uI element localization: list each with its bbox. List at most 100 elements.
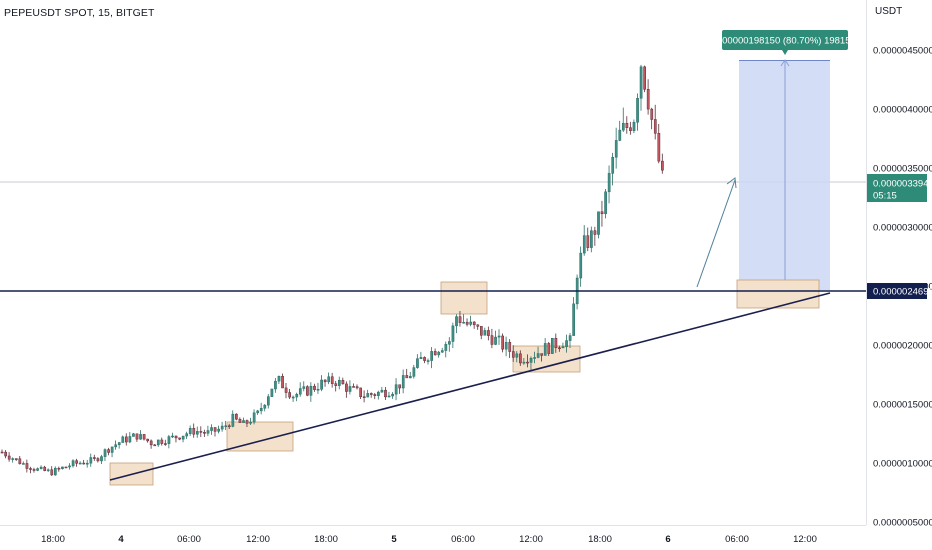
candle-body [490, 335, 494, 345]
candle-body [206, 430, 210, 434]
candle-body [632, 122, 636, 131]
candle-body [369, 393, 373, 395]
candle-body [267, 396, 270, 406]
trend-line[interactable] [109, 292, 831, 481]
candle-body [614, 140, 618, 158]
price-tick-label: 0.00000050000 [873, 518, 932, 529]
demand-zone-3[interactable] [440, 281, 488, 315]
candle-body [398, 384, 402, 389]
level-price-text: 0.00000246970 [873, 287, 932, 298]
candle-body [316, 389, 320, 391]
candle-body [46, 469, 50, 472]
candle-body [256, 410, 260, 414]
candle-body [540, 353, 544, 356]
candle-body [409, 376, 412, 379]
candle-body [199, 431, 203, 433]
candle-body [597, 211, 600, 235]
candle-body [160, 439, 164, 444]
candle-body [554, 337, 558, 349]
candle-body [590, 230, 593, 248]
candle-body [391, 393, 394, 397]
candle-body [483, 330, 487, 336]
candle-body [504, 342, 508, 350]
candle-body [128, 436, 132, 443]
candle-body [366, 393, 370, 398]
candle-body [380, 389, 384, 393]
candle-body [167, 436, 171, 444]
candle-body [171, 435, 174, 438]
candle-body [394, 384, 398, 395]
candle-body [32, 469, 36, 471]
candle-body [249, 421, 252, 424]
candle-body [653, 119, 657, 134]
candle-body [110, 446, 114, 453]
candle-body [313, 385, 316, 390]
candle-body [153, 444, 157, 447]
candle-body [25, 463, 29, 469]
current-price-tag: 0.00000339446 05:15 [867, 174, 932, 202]
candle-body [508, 342, 512, 352]
candle-body [327, 376, 331, 383]
candle-body [164, 443, 167, 445]
time-tick-label: 6 [665, 534, 670, 545]
measure-label-text: 0.00000198150 (80.70%) 198150 [714, 36, 856, 47]
projection-arrow-line[interactable] [696, 179, 736, 288]
time-tick-label: 06:00 [451, 534, 475, 545]
time-tick-label: 12:00 [519, 534, 543, 545]
time-tick-label: 18:00 [41, 534, 65, 545]
candle-body [89, 457, 93, 464]
candle-body [107, 449, 110, 453]
candle-body [252, 412, 256, 423]
candle-body [629, 127, 632, 131]
demand-zone-5[interactable] [736, 279, 820, 309]
candle-body [263, 404, 267, 409]
candle-body [480, 326, 483, 336]
candle-body [611, 156, 615, 174]
time-axis: 18:00 4 06:00 12:00 18:00 5 06:00 12:00 18:00 6 06… [41, 534, 817, 545]
candle-body [558, 347, 561, 350]
candle-body [533, 357, 536, 359]
candle-body [330, 376, 334, 384]
candle-body [270, 388, 274, 397]
candle-body [419, 357, 423, 359]
candle-body [515, 353, 519, 358]
candle-body [4, 451, 8, 457]
candle-body [61, 466, 64, 469]
candle-body [18, 458, 22, 465]
candle-body [85, 462, 89, 465]
measure-arrow-icon [780, 59, 790, 67]
candle-body [139, 434, 142, 440]
time-tick-label: 06:00 [177, 534, 201, 545]
candle-body [93, 457, 96, 459]
candle-body [423, 357, 426, 361]
candle-body [618, 129, 622, 141]
candle-body [135, 433, 139, 440]
candle-body [36, 468, 39, 471]
projection-arrowhead-icon [726, 177, 737, 189]
candle-body [412, 367, 416, 377]
candle-body [192, 428, 196, 435]
candle-body [203, 432, 206, 434]
candle-body [142, 434, 146, 440]
candle-body [245, 420, 249, 424]
candle-body [494, 336, 497, 345]
candle-body [29, 468, 32, 470]
candle-body [291, 396, 295, 399]
candle-body [114, 444, 118, 448]
measure-label: 0.00000198150 (80.70%) 198150 [714, 30, 856, 55]
candle-body [196, 431, 199, 435]
candle-body [462, 321, 465, 324]
candle-body [405, 375, 409, 379]
candle-body [238, 418, 242, 423]
candle-body [231, 413, 235, 427]
candle-body [352, 386, 355, 388]
candle-body [593, 230, 597, 235]
candle-body [11, 458, 15, 460]
candle-body [430, 351, 433, 361]
candle-body [437, 351, 441, 356]
candle-body [323, 379, 327, 383]
candle-body [227, 425, 231, 428]
